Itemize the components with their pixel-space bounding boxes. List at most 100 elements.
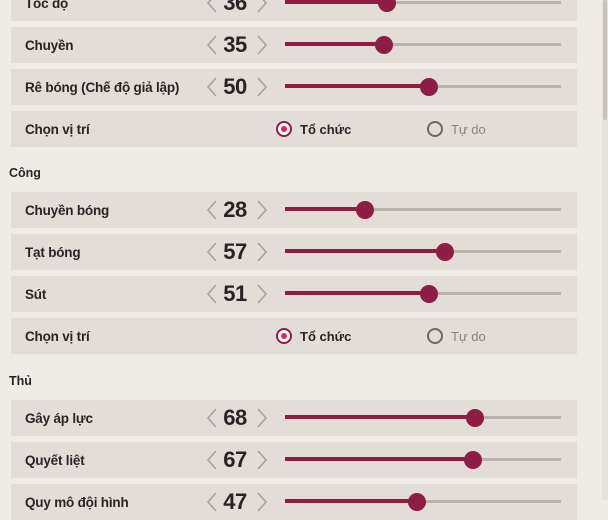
slider-knob[interactable] <box>436 243 454 261</box>
chevron-right-icon <box>255 34 269 56</box>
decrease-button[interactable] <box>205 407 219 429</box>
decrease-button[interactable] <box>205 34 219 56</box>
decrease-button[interactable] <box>205 0 219 14</box>
slider-fill <box>285 249 445 253</box>
increase-button[interactable] <box>255 76 269 98</box>
scrollbar-track[interactable] <box>602 0 608 500</box>
chevron-right-icon <box>255 241 269 263</box>
chevron-left-icon <box>205 199 219 221</box>
decrease-button[interactable] <box>205 199 219 221</box>
decrease-button[interactable] <box>205 491 219 513</box>
radio-option-selected[interactable]: Tổ chức <box>276 121 351 137</box>
section-title-attack: Công <box>9 166 41 180</box>
increase-button[interactable] <box>255 449 269 471</box>
chevron-left-icon <box>205 283 219 305</box>
radio-selected-icon <box>276 328 292 344</box>
slider-label: Quy mô đội hình <box>25 494 129 510</box>
slider-fill <box>285 42 384 46</box>
slider-knob[interactable] <box>420 78 438 96</box>
slider-value: 57 <box>223 239 247 264</box>
slider-track[interactable] <box>285 43 561 46</box>
slider-row-tat-bong: Tạt bóng 57 <box>11 234 577 270</box>
decrease-button[interactable] <box>205 241 219 263</box>
radio-unselected-icon <box>427 121 443 137</box>
slider-label: Tốc độ <box>25 0 69 11</box>
radio-selected-icon <box>276 121 292 137</box>
slider-track[interactable] <box>285 1 561 4</box>
radio-option-label: Tổ chức <box>300 121 352 137</box>
increase-button[interactable] <box>255 0 269 14</box>
slider-label: Chuyền <box>25 37 74 53</box>
slider-track[interactable] <box>285 208 561 211</box>
slider-fill <box>285 415 475 419</box>
chevron-left-icon <box>205 449 219 471</box>
increase-button[interactable] <box>255 34 269 56</box>
slider-row-toc-do: Tốc độ 36 <box>11 0 577 21</box>
chevron-left-icon <box>205 407 219 429</box>
chevron-right-icon <box>255 283 269 305</box>
slider-knob[interactable] <box>408 493 426 511</box>
radio-option-selected[interactable]: Tổ chức <box>276 328 351 344</box>
slider-label: Chuyền bóng <box>25 202 110 218</box>
slider[interactable] <box>285 285 561 303</box>
decrease-button[interactable] <box>205 76 219 98</box>
slider[interactable] <box>285 36 561 54</box>
slider[interactable] <box>285 201 561 219</box>
chevron-right-icon <box>255 76 269 98</box>
slider-label: Quyết liệt <box>25 452 85 468</box>
slider-knob[interactable] <box>378 0 396 12</box>
slider[interactable] <box>285 451 561 469</box>
slider-row-quyet-liet: Quyết liệt 67 <box>11 442 577 478</box>
position-row: Chọn vị trí Tổ chức Tự do <box>11 318 577 354</box>
slider-knob[interactable] <box>420 285 438 303</box>
slider-value: 68 <box>223 405 247 430</box>
chevron-left-icon <box>205 34 219 56</box>
slider[interactable] <box>285 493 561 511</box>
scrollbar-thumb[interactable] <box>603 0 607 120</box>
slider-value: 35 <box>223 32 247 57</box>
slider-label: Sút <box>25 286 47 302</box>
chevron-left-icon <box>205 491 219 513</box>
slider[interactable] <box>285 409 561 427</box>
slider-label: Rê bóng (Chế độ giả lập) <box>25 79 180 95</box>
increase-button[interactable] <box>255 283 269 305</box>
chevron-right-icon <box>255 407 269 429</box>
radio-option-label: Tổ chức <box>300 328 352 344</box>
decrease-button[interactable] <box>205 449 219 471</box>
chevron-right-icon <box>255 449 269 471</box>
slider[interactable] <box>285 0 561 12</box>
slider[interactable] <box>285 78 561 96</box>
position-label: Chọn vị trí <box>25 328 90 344</box>
slider-label: Tạt bóng <box>25 244 81 260</box>
slider-knob[interactable] <box>375 36 393 54</box>
chevron-right-icon <box>255 199 269 221</box>
position-row: Chọn vị trí Tổ chức Tự do <box>11 111 577 147</box>
increase-button[interactable] <box>255 407 269 429</box>
radio-option-unselected[interactable]: Tự do <box>427 121 486 137</box>
slider-row-chuyen: Chuyền 35 <box>11 27 577 63</box>
chevron-left-icon <box>205 76 219 98</box>
increase-button[interactable] <box>255 241 269 263</box>
slider-value: 47 <box>223 489 247 514</box>
decrease-button[interactable] <box>205 283 219 305</box>
slider-fill <box>285 207 365 211</box>
slider[interactable] <box>285 243 561 261</box>
slider-row-re-bong: Rê bóng (Chế độ giả lập) 50 <box>11 69 577 105</box>
slider-value: 28 <box>223 197 247 222</box>
chevron-right-icon <box>255 491 269 513</box>
slider-knob[interactable] <box>466 409 484 427</box>
position-label: Chọn vị trí <box>25 121 90 137</box>
slider-fill <box>285 84 429 88</box>
slider-knob[interactable] <box>464 451 482 469</box>
slider-row-chuyen-bong: Chuyền bóng 28 <box>11 192 577 228</box>
increase-button[interactable] <box>255 491 269 513</box>
radio-option-unselected[interactable]: Tự do <box>427 328 486 344</box>
slider-row-gay-ap-luc: Gây áp lực 68 <box>11 400 577 436</box>
slider-fill <box>285 0 387 4</box>
radio-option-label: Tự do <box>451 121 486 137</box>
slider-row-sut: Sút 51 <box>11 276 577 312</box>
chevron-left-icon <box>205 241 219 263</box>
slider-knob[interactable] <box>356 201 374 219</box>
chevron-right-icon <box>255 0 269 14</box>
increase-button[interactable] <box>255 199 269 221</box>
